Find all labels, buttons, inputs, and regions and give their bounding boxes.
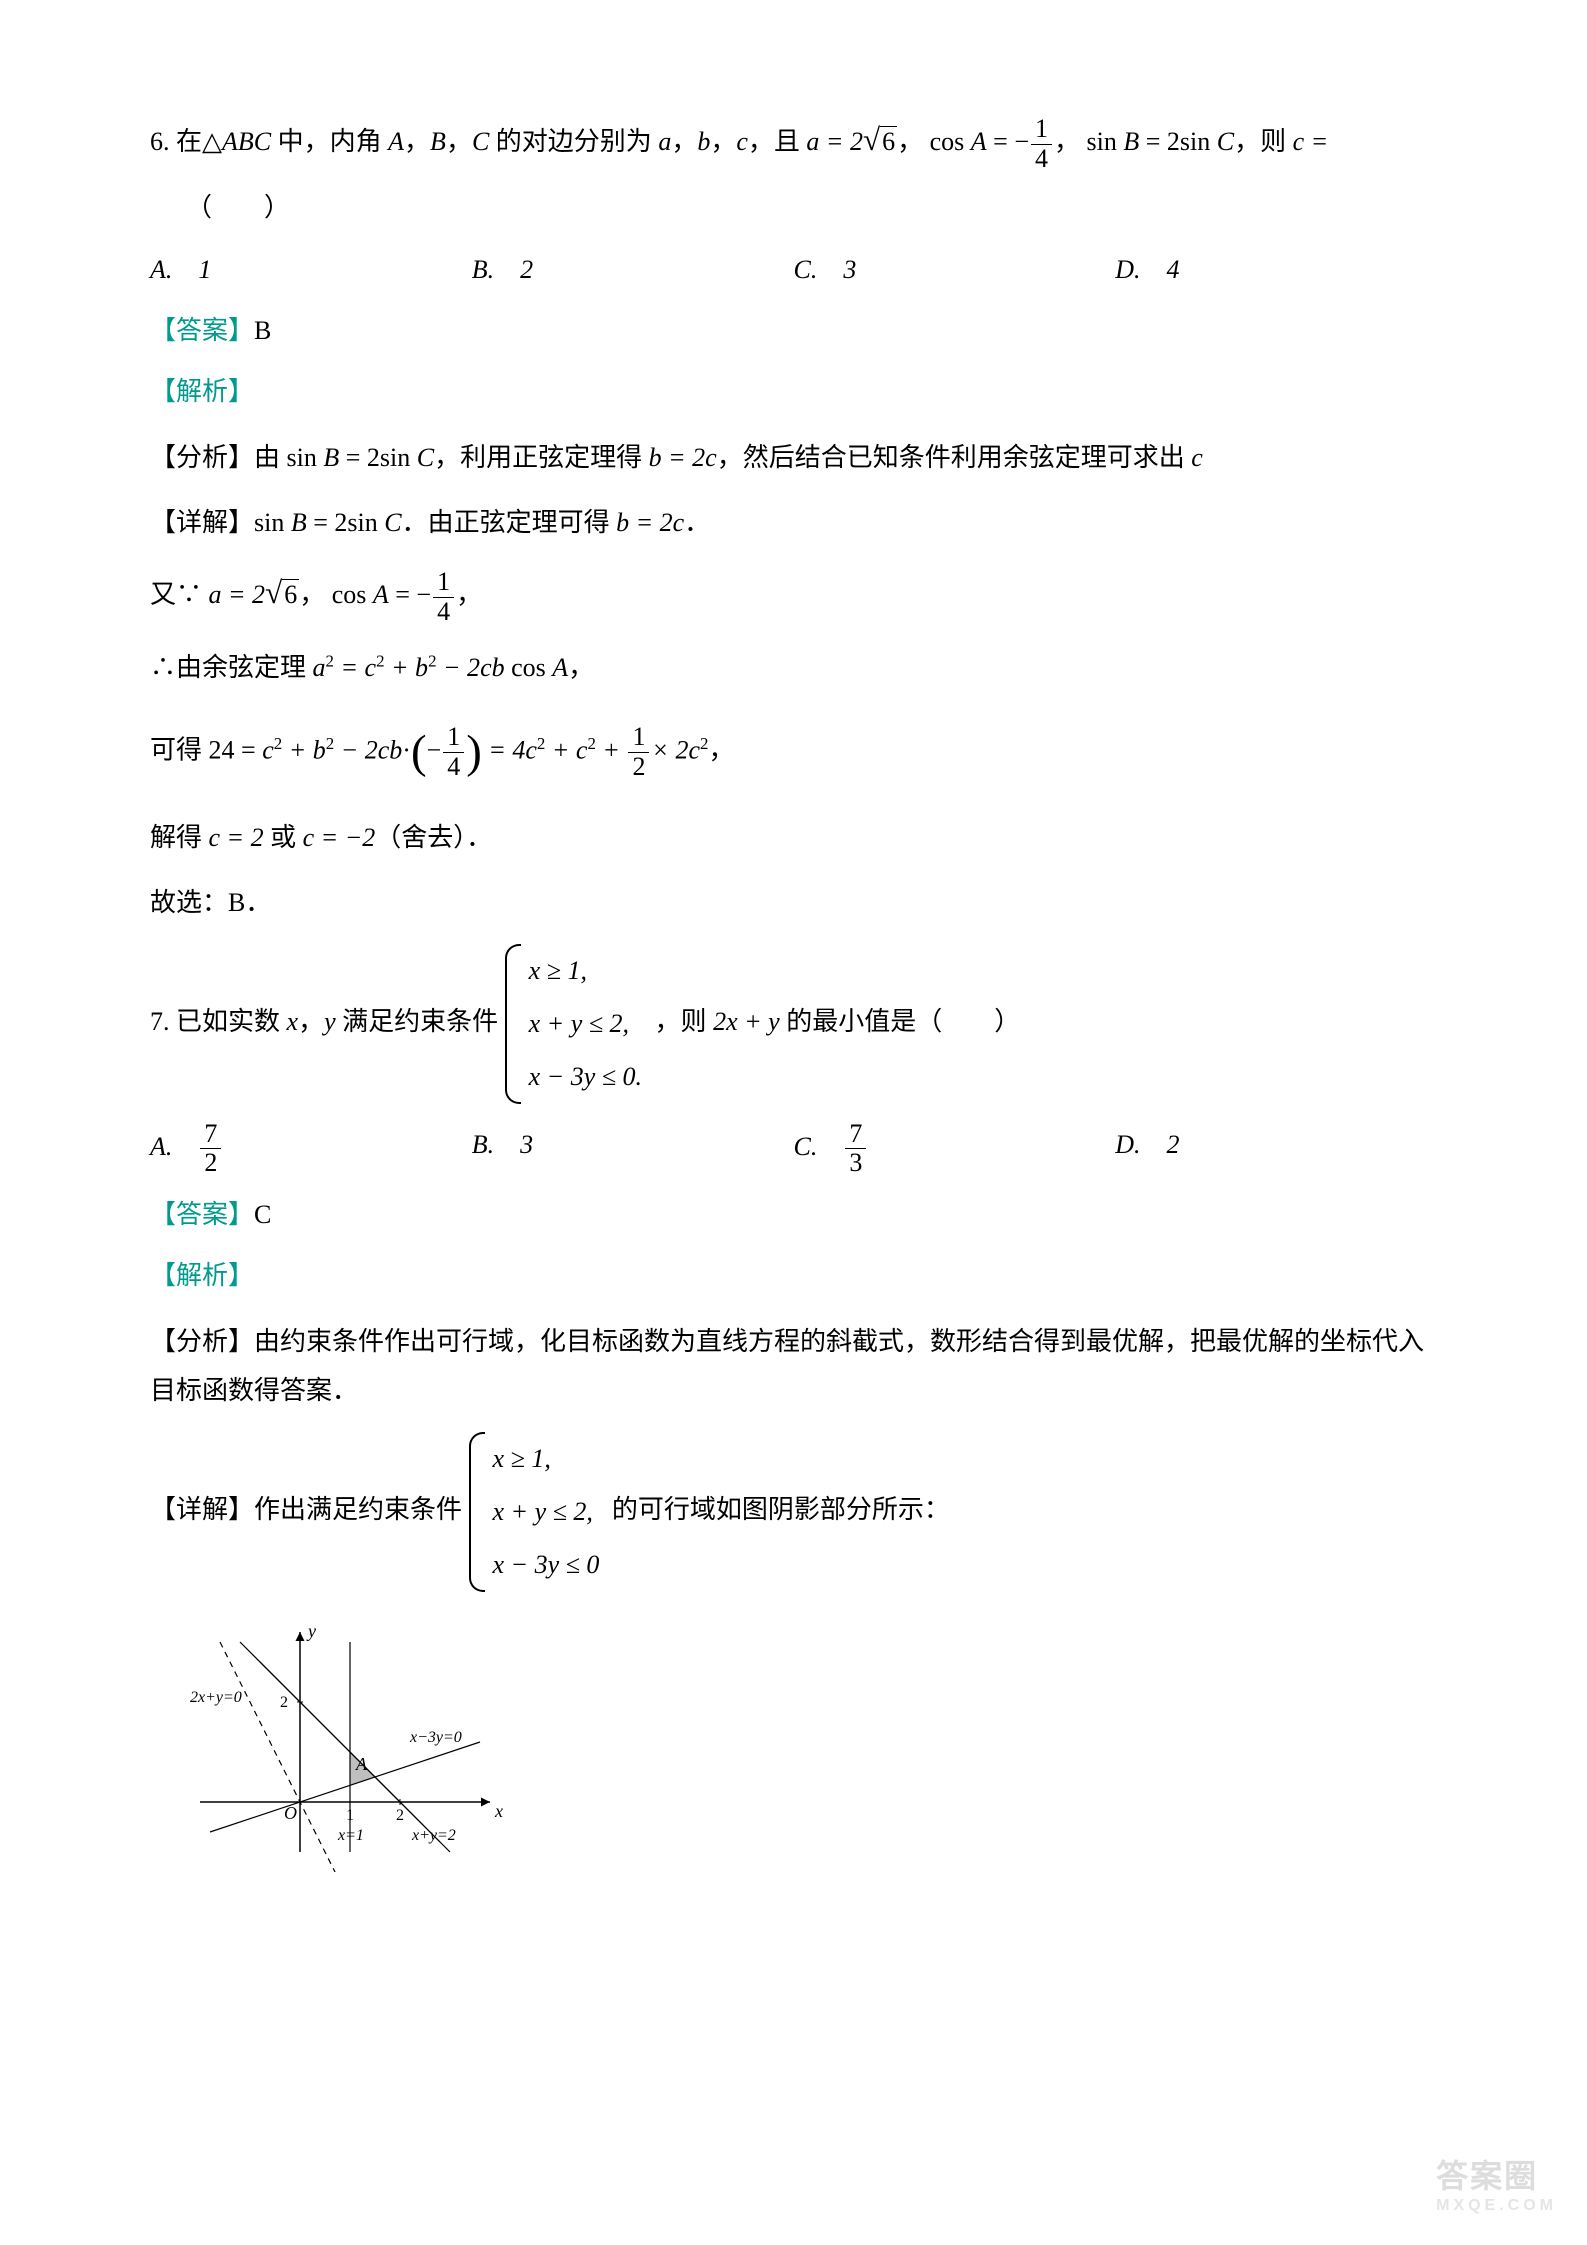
q6-xiangjie-1: 【详解】sin B = 2sin C．由正弦定理可得 b = 2c． [150, 498, 1437, 547]
q6-paren: （ ） [150, 183, 1437, 232]
q6-num: 6. [150, 127, 176, 156]
q7-analysis-label: 【解析】 [150, 1251, 1437, 1300]
q6-stem: 6. 在△ABC 中，内角 A，B，C 的对边分别为 a，b，c，且 a = 2… [150, 110, 1437, 173]
q7-options: A. 72 B. 3 C. 73 D. 2 [150, 1120, 1437, 1178]
q6-fenxi: 【分析】由 sin B = 2sin C，利用正弦定理得 b = 2c，然后结合… [150, 433, 1437, 482]
q6-opt-d: D. 4 [1115, 245, 1437, 294]
q6-compute: 可得 24 = c2 + b2 − 2cb·(−14) = 4c2 + c2 +… [150, 708, 1437, 797]
line4-label: x+y=2 [411, 1827, 456, 1844]
q7-opt-d: D. 2 [1115, 1120, 1437, 1178]
q7-fenxi: 【分析】由约束条件作出可行域，化目标函数为直线方程的斜截式，数形结合得到最优解，… [150, 1317, 1437, 1416]
line3-label: x=1 [337, 1827, 364, 1844]
q7-opt-c: C. 73 [794, 1120, 1116, 1178]
q6-cosine-law: ∴由余弦定理 a2 = c2 + b2 − 2cb cos A， [150, 643, 1437, 692]
feasible-region-figure: x y O A 2 1 2 2x+y=0 x−3y=0 x=1 x+y=2 [180, 1612, 1437, 1888]
q6-answer: 【答案】B [150, 306, 1437, 355]
origin-label: O [284, 1803, 297, 1823]
line1-label: 2x+y=0 [190, 1689, 242, 1706]
q7-answer: 【答案】C [150, 1190, 1437, 1239]
frac-1-4: 14 [1031, 115, 1052, 173]
y-label: y [306, 1621, 316, 1641]
constraint-system: x ≥ 1, x + y ≤ 2, x − 3y ≤ 0. [505, 944, 648, 1104]
y2-tick: 2 [280, 1694, 288, 1711]
point-A: A [355, 1754, 368, 1774]
line2-label: x−3y=0 [409, 1729, 462, 1746]
q6-guxuan: 故选：B． [150, 878, 1437, 927]
sqrt6: √6 [863, 110, 897, 169]
q7-opt-b: B. 3 [472, 1120, 794, 1178]
q6-opt-b: B. 2 [472, 245, 794, 294]
q7-xiangjie: 【详解】作出满足约束条件 x ≥ 1, x + y ≤ 2, x − 3y ≤ … [150, 1432, 1437, 1592]
constraint-system-2: x ≥ 1, x + y ≤ 2, x − 3y ≤ 0 [469, 1432, 606, 1592]
q7-opt-a: A. 72 [150, 1120, 472, 1178]
q7-stem: 7. 已如实数 x，y 满足约束条件 x ≥ 1, x + y ≤ 2, x −… [150, 944, 1437, 1104]
watermark: 答案圈 MXQE.COM [1436, 2151, 1557, 2215]
q6-opt-a: A. 1 [150, 245, 472, 294]
q6-analysis-label: 【解析】 [150, 367, 1437, 416]
x2-tick: 2 [396, 1807, 404, 1824]
q6-options: A. 1 B. 2 C. 3 D. 4 [150, 245, 1437, 294]
q6-opt-c: C. 3 [794, 245, 1116, 294]
x1-tick: 1 [346, 1807, 354, 1824]
line-xm3y [210, 1742, 480, 1832]
q6-you: 又∵ a = 2√6， cos A = −14， [150, 563, 1437, 626]
q6-solve: 解得 c = 2 或 c = −2（舍去）． [150, 813, 1437, 862]
x-label: x [494, 1801, 503, 1821]
